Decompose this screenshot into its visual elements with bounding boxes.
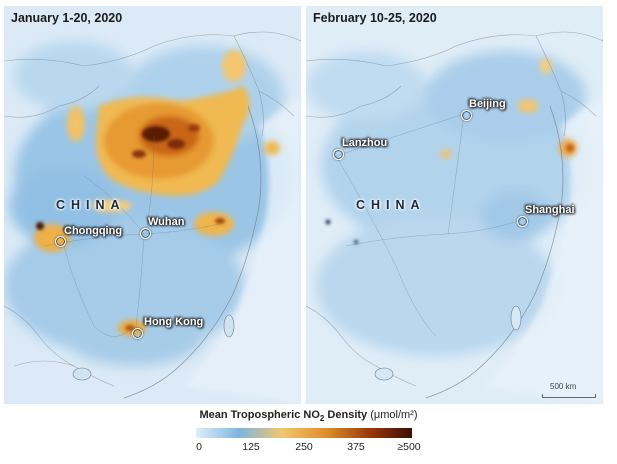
coastline	[425, 105, 564, 399]
scale-bar-line	[542, 394, 596, 398]
legend-title-rest: Density	[324, 409, 368, 421]
city-marker-icon	[517, 216, 528, 227]
legend-tick-3: 375	[347, 441, 365, 453]
legend-tick-0: 0	[196, 441, 202, 453]
legend-tick-2: 250	[295, 441, 313, 453]
sea-area	[184, 96, 301, 404]
legend-title: Mean Tropospheric NO2 Density (μmol/m²)	[0, 409, 617, 423]
map-february	[306, 6, 603, 404]
hainan-island	[374, 367, 394, 381]
hotspot-core-layer	[36, 124, 225, 331]
legend-title-subscript: 2	[319, 414, 325, 424]
legend: Mean Tropospheric NO2 Density (μmol/m²) …	[0, 406, 617, 464]
map-panel-february: February 10-25, 2020 CHINA Beijing Lanzh…	[306, 6, 603, 404]
city-marker-icon	[55, 236, 66, 247]
city-marker-icon	[461, 110, 472, 121]
map-panel-january: January 1-20, 2020 CHINA Chongqing Wuhan…	[4, 6, 301, 404]
borders-layer	[306, 31, 603, 387]
scale-bar-label: 500 km	[550, 382, 577, 391]
hainan-island	[72, 367, 92, 381]
coastline	[123, 105, 262, 399]
roads-layer	[335, 113, 522, 337]
legend-tick-4: ≥500	[397, 441, 421, 453]
taiwan-island	[223, 314, 235, 338]
city-label-wuhan: Wuhan	[148, 216, 185, 228]
city-marker-icon	[333, 149, 344, 160]
legend-tick-1: 125	[242, 441, 260, 453]
country-label-china: CHINA	[56, 198, 126, 212]
legend-gradient	[196, 428, 412, 438]
taiwan-island	[510, 305, 522, 331]
borders-layer	[4, 31, 301, 387]
city-label-lanzhou: Lanzhou	[342, 137, 388, 149]
legend-title-main: Mean Tropospheric NO	[199, 409, 320, 421]
panel-title-january: January 1-20, 2020	[11, 11, 123, 25]
city-label-chongqing: Chongqing	[64, 225, 123, 237]
panel-title-february: February 10-25, 2020	[313, 11, 437, 25]
sea-area	[486, 96, 603, 404]
legend-title-unit: (μmol/m²)	[370, 409, 418, 421]
city-marker-icon	[132, 328, 143, 339]
legend-color-bar	[196, 428, 412, 438]
city-label-hong-kong: Hong Kong	[144, 316, 204, 328]
hotspot-core-layer	[325, 144, 574, 244]
city-label-shanghai: Shanghai	[525, 204, 575, 216]
country-label-china: CHINA	[356, 198, 426, 212]
map-january	[4, 6, 301, 404]
city-marker-icon	[140, 228, 151, 239]
city-label-beijing: Beijing	[469, 98, 506, 110]
